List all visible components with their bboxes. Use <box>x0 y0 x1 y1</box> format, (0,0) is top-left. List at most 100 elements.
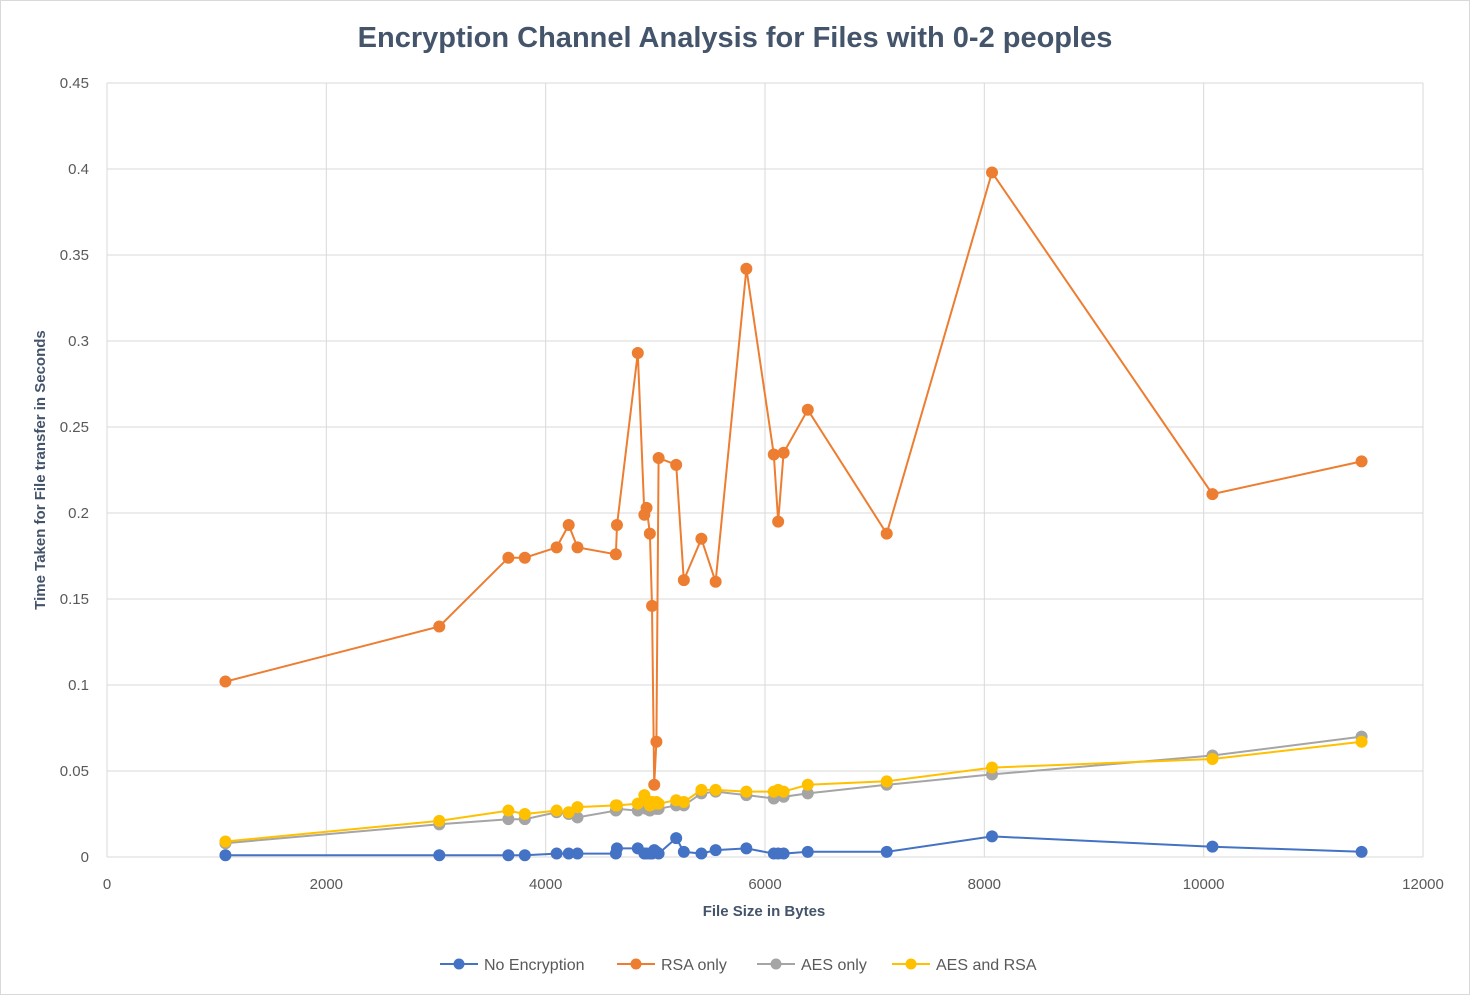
chart-title: Encryption Channel Analysis for Files wi… <box>358 22 1113 54</box>
data-point <box>550 847 563 860</box>
data-point <box>1355 735 1368 748</box>
data-point <box>652 451 665 464</box>
data-point <box>1355 845 1368 858</box>
data-point <box>801 845 814 858</box>
data-point <box>571 541 584 554</box>
data-point <box>502 804 515 817</box>
data-point <box>610 842 623 855</box>
x-axis-title: File Size in Bytes <box>703 903 826 920</box>
data-point <box>648 778 661 791</box>
data-point <box>609 548 622 561</box>
x-tick-label: 8000 <box>968 876 1001 893</box>
legend-label: RSA only <box>661 957 727 974</box>
legend-marker <box>770 958 782 970</box>
series-layer <box>219 166 1368 862</box>
x-tick-label: 0 <box>103 876 111 893</box>
data-point <box>640 501 653 514</box>
data-point <box>740 785 753 798</box>
y-tick-label: 0.45 <box>60 75 89 92</box>
y-tick-label: 0.3 <box>68 333 89 350</box>
data-point <box>677 795 690 808</box>
data-point <box>695 532 708 545</box>
data-point <box>652 847 665 860</box>
tick-labels: 0 0.05 0.1 0.15 0.2 0.25 0.3 0.35 0.4 0.45 0 2000 40… <box>60 75 1444 893</box>
legend: No Encryption RSA only AES only AES and RSA <box>440 957 1037 974</box>
legend-label: AES and RSA <box>936 957 1037 974</box>
data-point <box>550 541 563 554</box>
data-point <box>571 801 584 814</box>
data-point <box>986 166 999 179</box>
data-point <box>695 847 708 860</box>
series-rsa-only <box>219 166 1368 791</box>
data-point <box>433 620 446 633</box>
series-aes-only <box>219 730 1368 850</box>
data-point <box>562 806 575 819</box>
data-point <box>777 446 790 459</box>
legend-label: No Encryption <box>484 957 585 974</box>
data-point <box>571 847 584 860</box>
data-point <box>1206 752 1219 765</box>
data-point <box>801 778 814 791</box>
data-point <box>709 575 722 588</box>
legend-label: AES only <box>801 957 867 974</box>
series-no-encryption <box>219 830 1368 862</box>
legend-item: No Encryption <box>440 957 585 974</box>
data-point <box>1206 840 1219 853</box>
data-point <box>801 403 814 416</box>
data-point <box>740 842 753 855</box>
data-point <box>518 551 531 564</box>
series-line <box>225 835 1362 857</box>
data-point <box>1355 455 1368 468</box>
data-point <box>880 775 893 788</box>
data-point <box>772 515 785 528</box>
x-tick-label: 6000 <box>748 876 781 893</box>
data-point <box>677 574 690 587</box>
data-point <box>550 804 563 817</box>
data-point <box>433 814 446 827</box>
data-point <box>219 849 232 862</box>
data-point <box>643 527 656 540</box>
x-tick-label: 12000 <box>1402 876 1444 893</box>
data-point <box>670 832 683 845</box>
y-tick-label: 0.2 <box>68 505 89 522</box>
data-point <box>562 519 575 532</box>
data-point <box>652 797 665 810</box>
data-point <box>740 262 753 275</box>
legend-item: AES and RSA <box>892 957 1037 974</box>
gridlines <box>106 82 1424 858</box>
y-tick-label: 0.15 <box>60 591 89 608</box>
data-point <box>677 845 690 858</box>
legend-marker <box>630 958 642 970</box>
y-tick-label: 0.35 <box>60 247 89 264</box>
data-point <box>502 551 515 564</box>
y-tick-label: 0.25 <box>60 419 89 436</box>
data-point <box>777 847 790 860</box>
y-axis-title: Time Taken for File transfer in Seconds <box>32 330 49 610</box>
data-point <box>709 844 722 857</box>
data-point <box>518 849 531 862</box>
y-tick-label: 0.1 <box>68 677 89 694</box>
data-point <box>1206 488 1219 501</box>
data-point <box>695 783 708 796</box>
data-point <box>610 799 623 812</box>
series-line <box>225 735 1362 845</box>
data-point <box>986 761 999 774</box>
data-point <box>986 830 999 843</box>
y-tick-label: 0 <box>81 849 89 866</box>
data-point <box>670 458 683 471</box>
data-point <box>880 845 893 858</box>
legend-marker <box>905 958 917 970</box>
data-point <box>433 849 446 862</box>
x-tick-label: 4000 <box>529 876 562 893</box>
data-point <box>650 735 663 748</box>
legend-item: AES only <box>757 957 867 974</box>
y-tick-label: 0.4 <box>68 161 89 178</box>
y-tick-label: 0.05 <box>60 763 89 780</box>
data-point <box>219 675 232 688</box>
data-point <box>518 808 531 820</box>
data-point <box>610 519 623 532</box>
legend-marker <box>453 958 465 970</box>
data-point <box>646 599 659 612</box>
